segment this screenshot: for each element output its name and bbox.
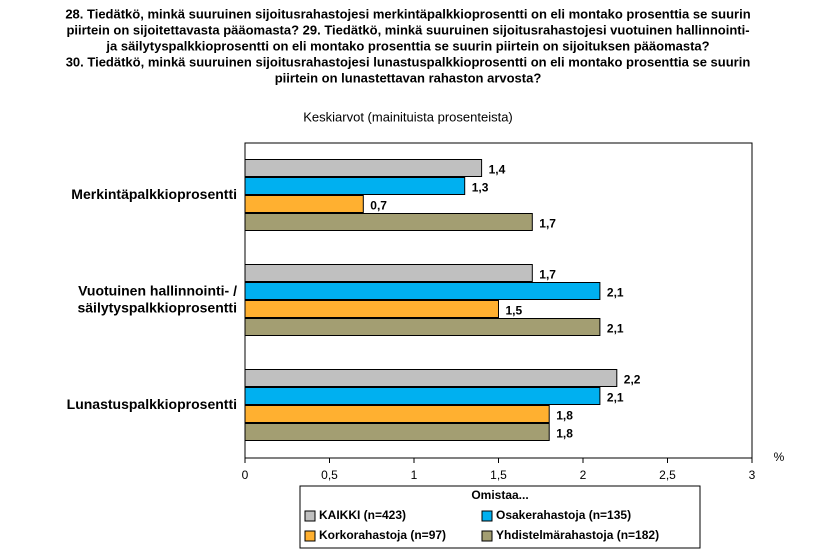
x-tick-label: 1,5 [490,468,507,482]
legend-label: Korkorahastoja (n=97) [319,528,446,542]
legend-title: Omistaa... [471,488,528,502]
x-tick-label: 2 [580,468,587,482]
chart-subtitle: Keskiarvot (mainituista prosenteista) [303,109,513,124]
chart-title: piirtein on lunastettavan rahaston arvos… [275,70,542,85]
x-tick-label: 3 [749,468,756,482]
bar [244,264,533,282]
legend-swatch [304,510,316,522]
legend-box [299,485,701,549]
bar [244,369,618,387]
bar [244,300,499,318]
value-label: 1,7 [539,268,556,282]
bar [244,387,601,405]
value-label: 1,5 [506,304,523,318]
legend-swatch [481,510,493,522]
value-label: 0,7 [370,199,387,213]
bar [244,423,550,441]
value-label: 2,2 [624,373,641,387]
bar [244,177,466,195]
bar [244,282,601,300]
legend-label: Yhdistelmärahastoja (n=182) [496,528,659,542]
value-label: 1,7 [539,217,556,231]
bar [244,318,601,336]
value-label: 2,1 [607,391,624,405]
x-tick-label: 2,5 [659,468,676,482]
bar [244,405,550,423]
x-tick-label: 0,5 [321,468,338,482]
legend-label: Osakerahastoja (n=135) [496,508,631,522]
chart-title: 28. Tiedätkö, minkä suuruinen sijoitusra… [65,6,750,21]
x-axis-label: % [774,450,785,464]
value-label: 2,1 [607,322,624,336]
category-label: säilytyspalkkioprosentti [77,300,237,316]
bar [244,159,483,177]
chart-title: piirtein on sijoitettavasta pääomasta? 2… [66,22,749,37]
value-label: 1,3 [472,181,489,195]
category-label: Merkintäpalkkioprosentti [71,186,237,202]
legend-label: KAIKKI (n=423) [319,508,406,522]
bar [244,213,533,231]
category-label: Lunastuspalkkioprosentti [67,396,237,412]
x-tick-label: 0 [242,468,249,482]
chart-title: 30. Tiedätkö, minkä suuruinen sijoitusra… [66,54,751,69]
value-label: 1,8 [556,409,573,423]
value-label: 1,8 [556,427,573,441]
value-label: 2,1 [607,286,624,300]
x-tick-label: 1 [411,468,418,482]
bar [244,195,364,213]
legend-swatch [481,530,493,542]
category-label: Vuotuinen hallinnointi- / [78,283,237,299]
value-label: 1,4 [489,163,506,177]
chart-title: ja säilytyspalkkioprosentti on eli monta… [105,38,709,53]
legend-swatch [304,530,316,542]
